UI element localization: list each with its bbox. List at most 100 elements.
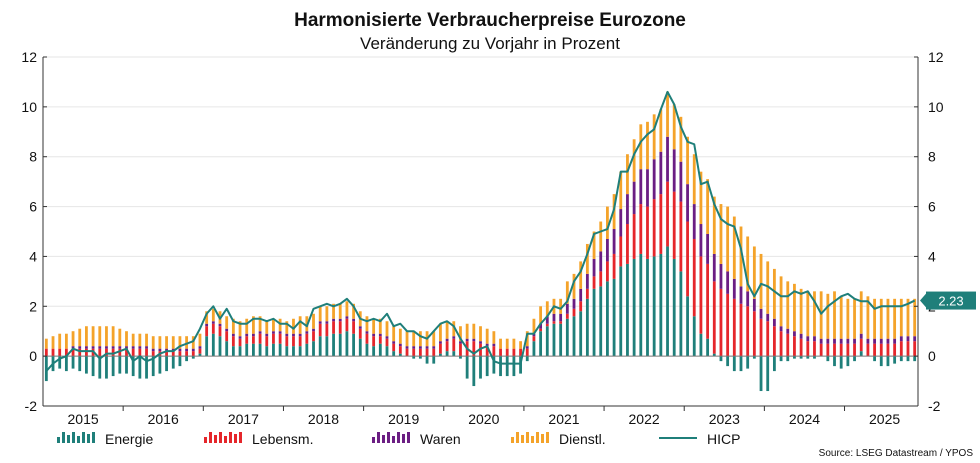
bar-energy (372, 346, 376, 357)
legend-label-goods: Waren (420, 431, 461, 447)
bar-goods (706, 233, 710, 264)
bar-energy (238, 346, 242, 357)
bar-food (686, 221, 689, 297)
bar-energy (652, 256, 656, 357)
legend-swatch-energy (62, 432, 65, 443)
bar-food (813, 341, 816, 357)
bar-energy (846, 356, 850, 367)
bar-food (873, 343, 876, 357)
bar-goods (793, 331, 796, 337)
bar-goods (652, 159, 656, 200)
bar-food (185, 351, 189, 357)
bar-services (606, 206, 609, 239)
bar-energy (472, 356, 476, 387)
bar-food (766, 321, 770, 357)
bar-food (485, 346, 489, 357)
legend-swatch-goods (382, 435, 385, 443)
bar-energy (726, 356, 730, 367)
bar-goods (592, 258, 596, 277)
legend-swatch-goods (397, 432, 400, 443)
bar-services (345, 301, 349, 317)
bar-services (472, 323, 476, 339)
bar-goods (439, 341, 442, 344)
bar-goods (559, 313, 563, 322)
legend-swatch-energy (82, 432, 85, 443)
bar-goods (185, 348, 189, 352)
bar-energy (659, 253, 663, 357)
bar-services (325, 306, 329, 322)
bar-food (846, 343, 850, 357)
bar-services (599, 221, 603, 252)
bar-goods (492, 343, 496, 347)
legend-swatch-energy (92, 432, 95, 443)
bar-energy (585, 298, 589, 357)
y-tick-label-left: 12 (21, 49, 37, 65)
bar-services (732, 216, 736, 279)
bar-energy (365, 343, 369, 357)
bar-goods (846, 338, 850, 344)
bar-goods (372, 333, 376, 337)
y-tick-label-left: 2 (29, 298, 37, 314)
bar-goods (766, 313, 770, 322)
bar-energy (646, 258, 649, 357)
bar-food (579, 301, 583, 312)
bar-goods (298, 333, 302, 337)
bar-food (238, 338, 242, 347)
bar-food (412, 348, 416, 357)
bar-food (759, 318, 763, 357)
bar-energy (151, 356, 155, 377)
x-year-label: 2016 (148, 411, 179, 427)
bar-goods (732, 278, 736, 299)
bar-goods (465, 338, 469, 342)
bar-food (345, 318, 349, 332)
bar-energy (105, 356, 108, 379)
bar-energy (719, 356, 723, 362)
bar-energy (879, 356, 883, 367)
legend-swatch-services (511, 437, 514, 443)
bar-food (218, 326, 222, 337)
bar-goods (165, 348, 168, 352)
bar-food (211, 323, 215, 334)
bar-services (338, 303, 342, 319)
bar-energy (118, 356, 122, 374)
bar-goods (646, 169, 649, 207)
bar-food (472, 341, 476, 357)
bar-food (706, 263, 710, 339)
bar-goods (746, 291, 750, 307)
bar-food (646, 206, 649, 259)
bar-services (752, 246, 756, 299)
legend-swatch-food (214, 435, 217, 443)
bar-services (772, 268, 776, 319)
bar-services (579, 261, 583, 289)
legend-swatch-food (224, 436, 227, 443)
y-tick-label-right: 6 (928, 199, 936, 215)
bar-food (358, 328, 362, 339)
bar-energy (706, 338, 710, 357)
bar-services (873, 298, 876, 339)
bar-goods (405, 346, 409, 349)
bar-goods (352, 318, 355, 322)
bar-food (545, 323, 549, 327)
bar-food (352, 321, 355, 334)
bar-goods (285, 333, 289, 337)
y-tick-label-right: 10 (928, 99, 944, 115)
bar-food (405, 348, 409, 357)
bar-services (145, 333, 148, 347)
bar-food (525, 348, 529, 357)
bar-services (211, 308, 215, 322)
x-year-label: 2017 (228, 411, 259, 427)
bar-food (632, 214, 636, 259)
bar-food (879, 343, 883, 357)
bar-goods (445, 338, 449, 342)
hicp-line-group (45, 90, 916, 372)
legend-swatch-energy (57, 437, 60, 443)
bar-energy (298, 346, 302, 357)
bar-services (626, 154, 629, 195)
bar-energy (418, 356, 422, 359)
bar-services (131, 333, 135, 347)
bar-goods (799, 333, 803, 339)
bar-energy (358, 338, 362, 357)
bar-food (418, 348, 422, 357)
bar-food (692, 238, 696, 317)
bar-food (866, 343, 870, 357)
